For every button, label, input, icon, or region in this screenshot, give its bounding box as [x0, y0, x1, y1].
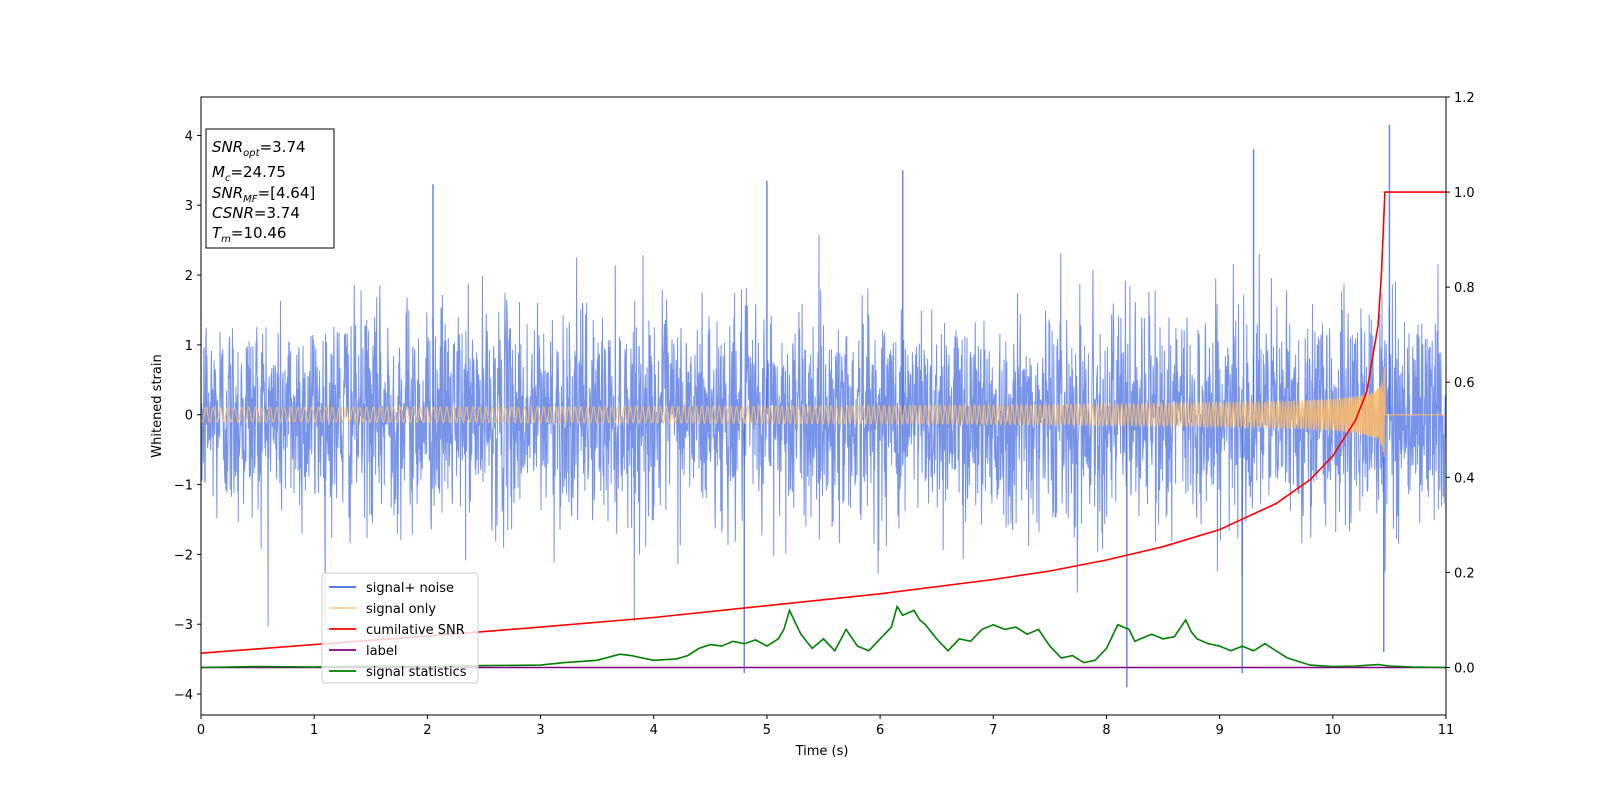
info-tm: Tm=10.46	[212, 224, 286, 245]
y-right-tick-label: 0.6	[1454, 376, 1475, 391]
y-right-tick-label: 0.0	[1454, 661, 1475, 676]
series-cumilative-snr	[201, 191, 1446, 654]
x-tick-label: 2	[423, 723, 431, 738]
x-tick-label: 1	[310, 723, 318, 738]
y-left-tick-label: 4	[185, 129, 193, 144]
x-tick-label: 6	[876, 723, 884, 738]
series-signal-only	[201, 366, 1446, 457]
series-signal-noise	[201, 234, 1446, 628]
y-right-tick-label: 0.8	[1454, 281, 1475, 296]
x-tick-label: 0	[197, 723, 205, 738]
legend-label: signal statistics	[366, 665, 467, 680]
legend-label: label	[366, 644, 397, 659]
x-tick-label: 10	[1325, 723, 1342, 738]
x-tick-label: 9	[1215, 723, 1223, 738]
x-tick-label: 7	[989, 723, 997, 738]
y-left-tick-label: −2	[174, 548, 193, 563]
plot-frame	[200, 96, 1447, 716]
y-left-tick-label: −4	[174, 688, 193, 703]
x-tick-label: 3	[536, 723, 544, 738]
legend-label: cumilative SNR	[366, 623, 465, 638]
series-signal-statistics	[201, 604, 1446, 669]
info-snr-opt: SNRopt=3.74	[212, 138, 306, 159]
x-axis-title: Time (s)	[795, 744, 849, 759]
axes: 0 1 2 3 4 5 6 7 8 9 10 11 −4 −3 −2 −1 0 1 2 3 4 0.0 0.2 0.4 0.6 0…	[174, 91, 1475, 738]
info-mc: Mc=24.75	[212, 163, 286, 184]
info-box: SNRopt=3.74 Mc=24.75 SNRMF=[4.64] CSNR=3…	[205, 128, 335, 249]
y-left-tick-label: 3	[185, 199, 193, 214]
x-tick-label: 4	[650, 723, 658, 738]
y-left-tick-label: −3	[174, 618, 193, 633]
x-tick-label: 11	[1438, 723, 1455, 738]
x-tick-label: 8	[1102, 723, 1110, 738]
y-right-tick-label: 1.0	[1454, 186, 1475, 201]
y-left-tick-label: −1	[174, 479, 193, 494]
x-tick-label: 5	[763, 723, 771, 738]
y-axis-title: Whitened strain	[150, 354, 165, 457]
legend-label: signal+ noise	[366, 581, 454, 596]
y-right-tick-label: 0.4	[1454, 471, 1475, 486]
y-left-tick-label: 2	[185, 269, 193, 284]
y-right-tick-label: 0.2	[1454, 566, 1475, 581]
info-snr-mf: SNRMF=[4.64]	[212, 184, 315, 205]
plot-area	[201, 124, 1446, 688]
y-left-tick-label: 1	[185, 339, 193, 354]
legend-label: signal only	[366, 602, 436, 617]
y-right-tick-label: 1.2	[1454, 91, 1475, 106]
y-left-tick-label: 0	[185, 409, 193, 424]
legend: signal+ noise signal only cumilative SNR la…	[321, 572, 479, 684]
info-csnr: CSNR=3.74	[212, 204, 300, 222]
